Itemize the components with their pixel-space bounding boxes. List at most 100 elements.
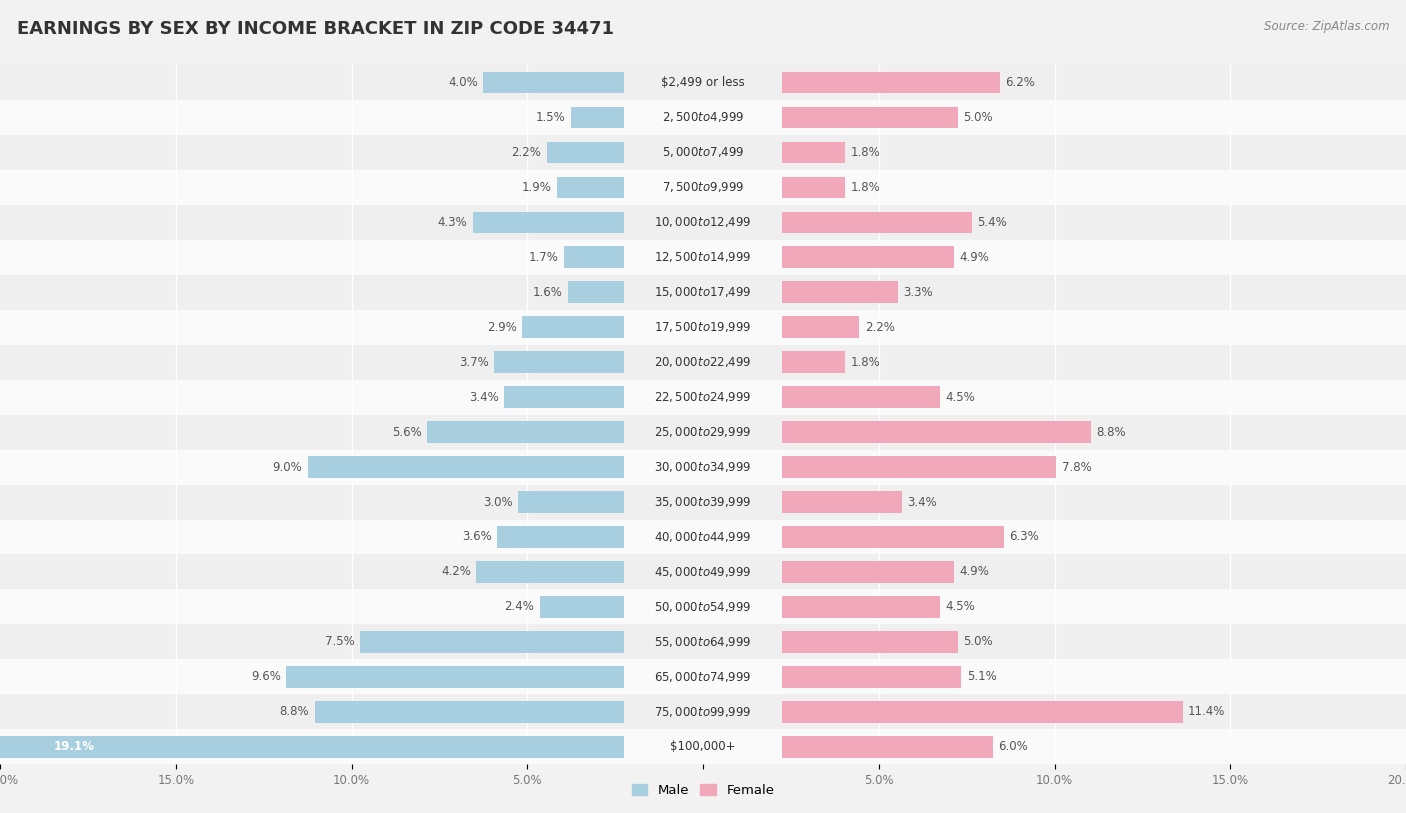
Bar: [315, 701, 624, 723]
Bar: [782, 491, 901, 513]
Text: 3.7%: 3.7%: [458, 356, 489, 368]
Bar: [782, 736, 993, 758]
Bar: [782, 176, 845, 198]
Bar: [0, 240, 1406, 275]
Text: $30,000 to $34,999: $30,000 to $34,999: [654, 460, 752, 474]
Text: 1.8%: 1.8%: [851, 146, 880, 159]
Bar: [782, 211, 972, 233]
Bar: [782, 596, 941, 618]
Text: $55,000 to $64,999: $55,000 to $64,999: [654, 635, 752, 649]
Text: 1.5%: 1.5%: [536, 111, 565, 124]
Bar: [505, 386, 624, 408]
Bar: [287, 666, 624, 688]
Bar: [0, 380, 1406, 415]
Bar: [782, 701, 1182, 723]
Text: $50,000 to $54,999: $50,000 to $54,999: [654, 600, 752, 614]
Bar: [782, 281, 898, 303]
Text: 11.4%: 11.4%: [1188, 706, 1226, 718]
Bar: [472, 211, 624, 233]
Text: $35,000 to $39,999: $35,000 to $39,999: [654, 495, 752, 509]
Bar: [782, 386, 941, 408]
Bar: [0, 170, 1406, 205]
Bar: [782, 631, 957, 653]
Bar: [427, 421, 624, 443]
Text: 1.9%: 1.9%: [522, 181, 551, 193]
Text: 1.6%: 1.6%: [533, 286, 562, 298]
Bar: [0, 65, 1406, 100]
Text: 3.0%: 3.0%: [484, 496, 513, 508]
Bar: [0, 659, 1406, 694]
Text: $25,000 to $29,999: $25,000 to $29,999: [654, 425, 752, 439]
Bar: [540, 596, 624, 618]
Text: 4.5%: 4.5%: [945, 601, 976, 613]
Bar: [0, 415, 1406, 450]
Text: $17,500 to $19,999: $17,500 to $19,999: [654, 320, 752, 334]
Text: 5.1%: 5.1%: [967, 671, 997, 683]
Text: 8.8%: 8.8%: [1097, 426, 1126, 438]
Text: 9.0%: 9.0%: [273, 461, 302, 473]
Bar: [782, 561, 955, 583]
Text: 6.2%: 6.2%: [1005, 76, 1035, 89]
Bar: [519, 491, 624, 513]
Bar: [0, 310, 1406, 345]
Bar: [0, 554, 1406, 589]
Text: 5.0%: 5.0%: [963, 636, 993, 648]
Text: $75,000 to $99,999: $75,000 to $99,999: [654, 705, 752, 719]
Bar: [477, 561, 624, 583]
Text: 5.4%: 5.4%: [977, 216, 1007, 228]
Bar: [564, 246, 624, 268]
Bar: [0, 624, 1406, 659]
Text: 4.0%: 4.0%: [449, 76, 478, 89]
Bar: [494, 351, 624, 373]
Text: 7.5%: 7.5%: [325, 636, 354, 648]
Text: $22,500 to $24,999: $22,500 to $24,999: [654, 390, 752, 404]
Text: $15,000 to $17,499: $15,000 to $17,499: [654, 285, 752, 299]
Text: 1.8%: 1.8%: [851, 356, 880, 368]
Text: 4.9%: 4.9%: [960, 566, 990, 578]
Text: 3.3%: 3.3%: [904, 286, 934, 298]
Bar: [0, 100, 1406, 135]
Text: 5.6%: 5.6%: [392, 426, 422, 438]
Text: $45,000 to $49,999: $45,000 to $49,999: [654, 565, 752, 579]
Bar: [360, 631, 624, 653]
Text: EARNINGS BY SEX BY INCOME BRACKET IN ZIP CODE 34471: EARNINGS BY SEX BY INCOME BRACKET IN ZIP…: [17, 20, 614, 38]
Text: $20,000 to $22,499: $20,000 to $22,499: [654, 355, 752, 369]
Text: 2.9%: 2.9%: [486, 321, 517, 333]
Bar: [782, 316, 859, 338]
Text: 7.8%: 7.8%: [1062, 461, 1091, 473]
Legend: Male, Female: Male, Female: [626, 779, 780, 802]
Bar: [782, 456, 1056, 478]
Text: 2.4%: 2.4%: [505, 601, 534, 613]
Text: 2.2%: 2.2%: [865, 321, 894, 333]
Bar: [0, 485, 1406, 520]
Text: 3.4%: 3.4%: [907, 496, 936, 508]
Bar: [782, 141, 845, 163]
Bar: [0, 135, 1406, 170]
Bar: [568, 281, 624, 303]
Text: 6.0%: 6.0%: [998, 741, 1028, 753]
Text: 1.8%: 1.8%: [851, 181, 880, 193]
Text: $10,000 to $12,499: $10,000 to $12,499: [654, 215, 752, 229]
Bar: [308, 456, 624, 478]
Bar: [0, 589, 1406, 624]
Bar: [782, 526, 1004, 548]
Bar: [782, 107, 957, 128]
Text: $2,500 to $4,999: $2,500 to $4,999: [662, 111, 744, 124]
Bar: [557, 176, 624, 198]
Text: 4.2%: 4.2%: [441, 566, 471, 578]
Text: $100,000+: $100,000+: [671, 741, 735, 753]
Text: 19.1%: 19.1%: [53, 741, 94, 753]
Bar: [0, 520, 1406, 554]
Text: 1.7%: 1.7%: [529, 251, 560, 263]
Bar: [0, 275, 1406, 310]
Text: $65,000 to $74,999: $65,000 to $74,999: [654, 670, 752, 684]
Bar: [0, 450, 1406, 485]
Bar: [0, 694, 1406, 729]
Text: 3.4%: 3.4%: [470, 391, 499, 403]
Bar: [782, 246, 955, 268]
Bar: [0, 345, 1406, 380]
Bar: [571, 107, 624, 128]
Bar: [484, 72, 624, 93]
Text: 4.9%: 4.9%: [960, 251, 990, 263]
Bar: [782, 351, 845, 373]
